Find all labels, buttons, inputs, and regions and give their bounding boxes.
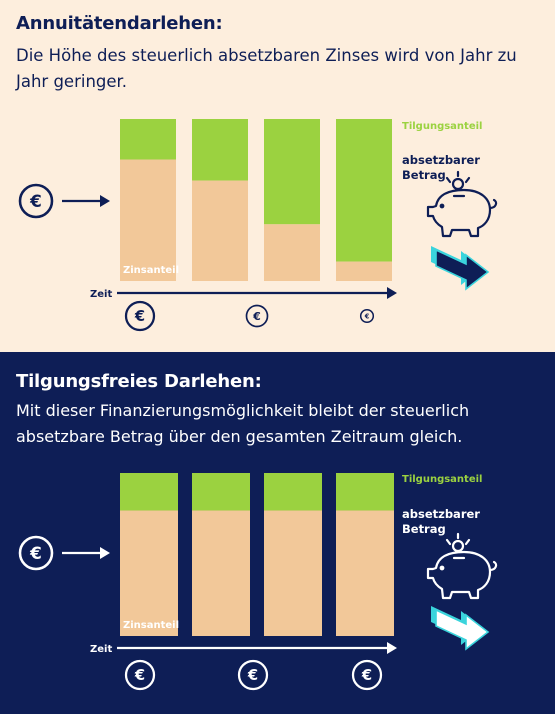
zins-bar-segment — [336, 261, 392, 281]
tilgungsanteil-label: Tilgungsanteil — [402, 474, 482, 485]
interest-only-title: Tilgungsfreies Darlehen: — [16, 371, 262, 392]
piggy-bank-icon — [426, 532, 498, 600]
zins-bar-segment — [192, 180, 248, 281]
betrag-label: Betrag — [402, 168, 446, 182]
svg-text:€: € — [252, 310, 261, 323]
annuity-title: Annuitätendarlehen: — [16, 13, 223, 34]
time-axis-arrow — [117, 642, 397, 654]
annuity-section: Annuitätendarlehen: Die Höhe des steuerl… — [0, 0, 555, 352]
tilgung-bar-segment — [120, 119, 176, 160]
piggy-bank-icon — [426, 170, 498, 238]
annuity-subtitle: Die Höhe des steuerlich absetzbaren Zins… — [16, 46, 517, 91]
time-axis-arrow — [117, 287, 397, 299]
euro-coin-icon: € — [237, 659, 269, 691]
tilgung-bar-segment — [192, 473, 250, 511]
interest-only-chart: Zinsanteil Tilgungsanteil absetzbarerBetra… — [18, 473, 498, 691]
tilgung-bar-segment — [264, 119, 320, 225]
svg-text:€: € — [361, 667, 372, 684]
euro-coin-icon: € — [351, 659, 383, 691]
arrow-right-icon — [62, 547, 110, 559]
annuity-chart: Zinsanteil Tilgungsanteil absetzbarerBetra… — [18, 119, 498, 332]
zins-bar-segment — [192, 510, 250, 636]
tilgung-bar-segment — [336, 473, 394, 511]
euro-coin-icon: € — [124, 659, 156, 691]
euro-coin-icon: € — [18, 535, 54, 571]
svg-text:€: € — [134, 667, 145, 684]
euro-coin-icon: € — [124, 300, 156, 332]
arrow-right-icon — [62, 195, 110, 207]
zeit-label: Zeit — [90, 644, 112, 655]
tilgung-bar-segment — [192, 119, 248, 181]
zeit-label: Zeit — [90, 289, 112, 300]
svg-text:€: € — [29, 543, 42, 563]
euro-coin-icon: € — [245, 304, 269, 328]
zins-bar-segment — [120, 510, 178, 636]
absetzbarer-label: absetzbarer — [402, 507, 480, 521]
euro-coin-icon: € — [18, 183, 54, 219]
zins-bar-segment — [336, 510, 394, 636]
trend-arrow-icon — [431, 246, 490, 291]
zinsanteil-label: Zinsanteil — [123, 620, 179, 631]
tilgung-bar-segment — [264, 473, 322, 511]
zinsanteil-label: Zinsanteil — [123, 265, 179, 276]
absetzbarer-label: absetzbarer — [402, 153, 480, 167]
zins-bar-segment — [264, 224, 320, 281]
interest-only-section: Tilgungsfreies Darlehen: Mit dieser Fina… — [0, 352, 555, 714]
trend-arrow-icon — [431, 606, 490, 651]
zins-bar-segment — [120, 159, 176, 281]
tilgungsanteil-label: Tilgungsanteil — [402, 121, 482, 132]
euro-coin-icon: € — [359, 308, 375, 324]
betrag-label: Betrag — [402, 522, 446, 536]
interest-only-subtitle: Mit dieser Finanzierungsmöglichkeit blei… — [16, 401, 470, 446]
zins-bar-segment — [264, 510, 322, 636]
svg-text:€: € — [247, 667, 258, 684]
svg-text:€: € — [364, 312, 370, 320]
tilgung-bar-segment — [120, 473, 178, 511]
tilgung-bar-segment — [336, 119, 392, 262]
svg-text:€: € — [134, 308, 145, 325]
svg-text:€: € — [29, 191, 42, 211]
